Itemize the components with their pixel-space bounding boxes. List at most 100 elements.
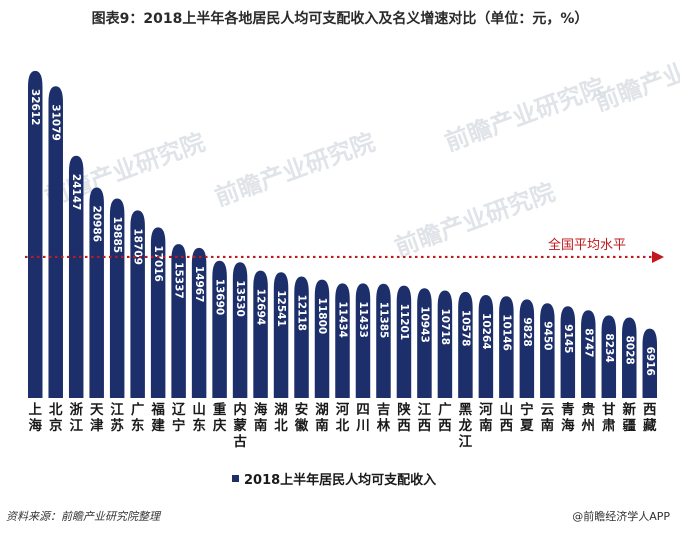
average-line-group: 全国平均水平 <box>25 237 664 263</box>
bar-value-label: 11800 <box>316 298 328 335</box>
bar-value-label: 13690 <box>214 279 226 316</box>
bar <box>212 260 227 398</box>
bar <box>171 244 186 398</box>
source-note: 资料来源：前瞻产业研究院整理 <box>6 510 160 523</box>
bar-value-label: 10718 <box>439 309 451 346</box>
bar-value-label: 11385 <box>377 302 389 339</box>
category-label: 宁夏 <box>519 401 534 434</box>
category-label: 广西 <box>438 401 452 434</box>
category-label: 贵州 <box>581 401 596 434</box>
bar <box>191 247 207 398</box>
bar <box>622 317 637 398</box>
bar <box>109 198 125 398</box>
category-label: 河北 <box>336 401 350 434</box>
bar-value-label: 19885 <box>111 217 123 254</box>
bar-value-label: 13530 <box>234 280 246 317</box>
bar-value-label: 11433 <box>357 301 369 338</box>
bar <box>601 315 617 398</box>
average-line-label: 全国平均水平 <box>548 237 626 253</box>
category-label: 内蒙古 <box>233 401 247 450</box>
category-label: 吉林 <box>377 401 391 434</box>
bar <box>581 310 596 398</box>
category-label: 湖北 <box>274 402 288 434</box>
bar-value-label: 11201 <box>398 304 410 341</box>
bar <box>273 272 289 398</box>
average-line-arrow <box>652 250 664 263</box>
bar-value-label: 6916 <box>644 347 656 376</box>
bar-value-label: 8234 <box>603 333 615 362</box>
bar-value-label: 31079 <box>50 104 62 141</box>
category-label: 陕西 <box>397 401 411 434</box>
bar <box>478 295 494 398</box>
bar <box>335 283 350 398</box>
category-label: 甘肃 <box>602 401 616 434</box>
bar-value-label: 14967 <box>193 266 205 303</box>
bar-value-label: 12541 <box>275 290 287 327</box>
category-label: 辽宁 <box>172 402 186 434</box>
bar <box>48 86 63 398</box>
category-label: 山东 <box>192 402 206 434</box>
credit-note: @前瞻经济学人APP <box>572 510 670 523</box>
bar-value-label: 10264 <box>480 313 492 350</box>
bar <box>68 155 84 398</box>
legend: 2018上半年居民人均可支配收入 <box>232 472 436 488</box>
bar-value-label: 18709 <box>132 228 144 265</box>
bar <box>642 328 658 398</box>
category-label: 河南 <box>479 401 493 434</box>
category-label: 上海 <box>28 402 42 434</box>
bar <box>376 283 391 398</box>
category-label: 山西 <box>500 402 514 434</box>
bar <box>560 306 576 398</box>
bar <box>27 70 43 399</box>
bar <box>519 299 535 398</box>
category-label: 青海 <box>561 401 575 434</box>
category-label: 黑龙江 <box>458 402 473 450</box>
bar-value-label: 20986 <box>91 206 103 243</box>
category-label: 安徽 <box>294 401 309 434</box>
bar <box>232 262 248 398</box>
bar <box>355 283 371 398</box>
bar <box>314 279 330 398</box>
bar-value-label: 12694 <box>255 289 267 326</box>
category-label: 重庆 <box>213 401 227 434</box>
bar <box>253 270 268 398</box>
category-label: 云南 <box>541 402 555 434</box>
bar <box>89 187 104 398</box>
bar-value-label: 10578 <box>459 310 471 347</box>
category-labels-group: 上海北京浙江天津江苏广东福建辽宁山东重庆内蒙古海南湖北安徽湖南河北四川吉林陕西江… <box>28 401 657 450</box>
bar-value-label: 12118 <box>296 294 308 331</box>
bar-value-label: 8028 <box>623 335 635 364</box>
bar <box>396 285 412 398</box>
category-label: 广东 <box>131 401 145 434</box>
category-label: 浙江 <box>69 401 83 434</box>
category-label: 西藏 <box>643 402 657 434</box>
bar <box>294 276 309 398</box>
bar <box>499 296 514 398</box>
category-label: 天津 <box>90 402 104 434</box>
bar <box>540 303 555 398</box>
bar-value-label: 15337 <box>173 262 185 299</box>
category-label: 四川 <box>355 402 370 434</box>
bar-value-label: 24147 <box>70 174 82 211</box>
bar-value-label: 8747 <box>582 328 594 357</box>
legend-swatch <box>232 475 239 482</box>
category-label: 江苏 <box>110 401 124 434</box>
bar-value-label: 11434 <box>337 301 349 338</box>
legend-label: 2018上半年居民人均可支配收入 <box>244 472 436 488</box>
bar-value-label: 9828 <box>521 317 533 346</box>
bar <box>417 288 432 398</box>
bar-value-label: 9450 <box>541 321 553 350</box>
category-label: 江西 <box>418 401 432 434</box>
bar <box>150 227 166 398</box>
category-label: 福建 <box>150 401 165 434</box>
bar-value-label: 10943 <box>418 306 430 343</box>
bar-value-label: 9145 <box>562 324 574 353</box>
category-label: 湖南 <box>315 402 329 434</box>
category-label: 北京 <box>49 402 63 434</box>
bar <box>437 290 453 398</box>
bars-group: 32612 31079 24147 20986 19885 18709 17016 15337… <box>27 70 658 399</box>
bar-value-label: 10146 <box>500 314 512 351</box>
category-label: 海南 <box>254 401 268 434</box>
chart-title: 图表9：2018上半年各地居民人均可支配收入及名义增速对比（单位：元，%） <box>91 11 589 27</box>
